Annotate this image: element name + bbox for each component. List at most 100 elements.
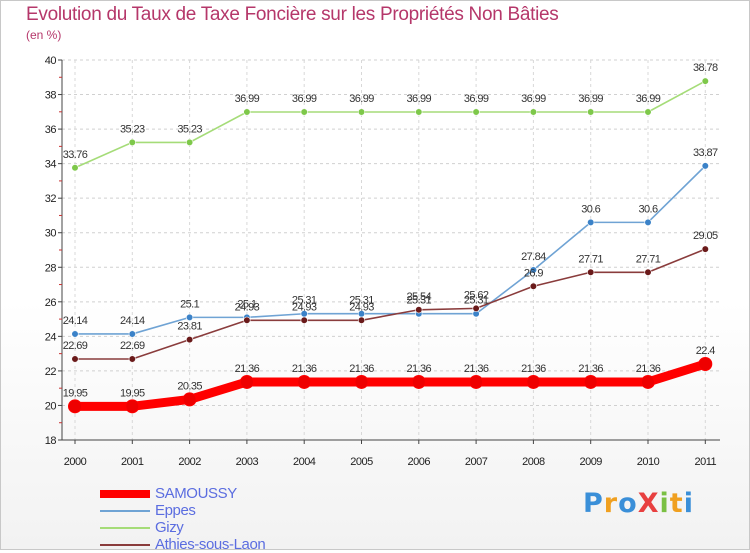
data-point: [128, 138, 136, 146]
y-tick-label: 22: [45, 366, 57, 378]
legend-swatch: [100, 490, 150, 498]
data-point: [243, 108, 251, 116]
data-label: 24.14: [120, 315, 145, 327]
data-point: [300, 108, 308, 116]
data-label: 36.99: [521, 93, 546, 105]
legend-swatch: [100, 510, 150, 512]
legend-label: SAMOUSSY: [155, 485, 237, 502]
data-point: [529, 282, 538, 290]
data-point: [583, 374, 598, 389]
y-tick-label: 36: [45, 124, 57, 136]
data-label: 21.36: [464, 363, 489, 375]
data-point: [529, 266, 538, 274]
data-point: [182, 392, 197, 407]
data-labels: 24.14 24.14 25.1 25.1 25.31 25.31 25.31 25.31 27…: [63, 147, 719, 327]
data-point: [357, 108, 366, 116]
data-label: 19.95: [63, 387, 88, 399]
legend-label: Athies-sous-Laon: [155, 536, 266, 553]
y-tick-label: 34: [45, 159, 57, 171]
data-label: 30.6: [581, 203, 600, 215]
data-point: [644, 268, 652, 276]
data-point: [71, 164, 79, 172]
data-label: 27.84: [521, 251, 546, 263]
data-label: 24.93: [292, 301, 317, 313]
data-label: 23.81: [177, 321, 202, 333]
data-label: 30.6: [638, 203, 657, 215]
data-labels: 33.76 35.23 35.23 36.99 36.99 36.99 36.99 36.99…: [63, 62, 719, 161]
data-label: 22.4: [696, 345, 715, 357]
data-label: 25.62: [464, 289, 489, 301]
data-point: [354, 374, 369, 389]
logo-letter: i: [659, 488, 670, 519]
x-tick-label: 2009: [579, 456, 602, 468]
logo-letter: t: [669, 488, 684, 519]
data-label: 25.31: [349, 295, 374, 307]
data-label: 36.99: [407, 93, 432, 105]
data-label: 33.87: [693, 147, 718, 159]
data-point: [125, 399, 140, 414]
data-label: 36.99: [292, 93, 317, 105]
y-tick-label: 20: [45, 400, 57, 412]
data-point: [128, 330, 136, 338]
data-label: 25.1: [180, 298, 199, 310]
data-label: 21.36: [578, 363, 603, 375]
data-point: [701, 245, 709, 253]
data-point: [186, 336, 194, 344]
legend-label: Eppes: [155, 502, 196, 519]
x-tick-label: 2011: [694, 456, 716, 468]
data-label: 19.95: [120, 387, 145, 399]
data-point: [297, 374, 312, 389]
data-point: [243, 316, 251, 324]
data-label: 36.99: [235, 93, 260, 105]
data-label: 20.35: [177, 380, 202, 392]
x-tick-label: 2007: [465, 456, 488, 468]
data-point: [644, 108, 652, 116]
x-tick-label: 2002: [178, 456, 201, 468]
series-athies-sous-laon: [71, 245, 709, 363]
data-point: [472, 304, 480, 312]
logo-letter: o: [618, 488, 638, 519]
data-point: [698, 357, 713, 371]
data-point: [472, 108, 480, 116]
data-point: [701, 77, 709, 85]
data-label: 36.99: [464, 93, 489, 105]
series-line: [74, 80, 706, 169]
data-point: [68, 399, 82, 414]
proxiti-logo: ProXiti: [583, 488, 694, 519]
legend-label: Gizy: [155, 519, 184, 536]
data-point: [71, 330, 79, 338]
y-tick-label: 32: [45, 193, 57, 205]
data-point: [587, 108, 595, 116]
logo-letter: i: [683, 488, 694, 519]
y-tick-label: 28: [45, 262, 57, 274]
data-label: 21.36: [349, 363, 374, 375]
data-label: 25.1: [237, 298, 256, 310]
data-label: 24.93: [235, 301, 260, 313]
data-label: 25.31: [292, 295, 317, 307]
data-label: 29.05: [693, 230, 718, 242]
data-label: 21.36: [292, 363, 317, 375]
chart-title: Evolution du Taux de Taxe Foncière sur l…: [26, 4, 559, 25]
data-label: 33.76: [63, 149, 88, 161]
data-point: [239, 374, 254, 389]
y-axis-unit-label: (en %): [26, 28, 62, 42]
logo-letter: P: [583, 488, 604, 519]
data-label: 27.71: [636, 253, 661, 265]
data-point: [71, 355, 79, 363]
x-tick-label: 2006: [408, 456, 431, 468]
data-label: 36.99: [349, 93, 374, 105]
y-tick-label: 18: [45, 435, 57, 447]
data-point: [357, 316, 366, 324]
series-eppes: [71, 162, 709, 338]
x-tick-label: 2004: [293, 456, 316, 468]
gridlines: [62, 59, 720, 440]
data-point: [186, 313, 194, 321]
data-point: [415, 108, 423, 116]
data-label: 22.69: [120, 340, 145, 352]
x-tick-label: 2000: [64, 456, 87, 468]
x-tick-label: 2001: [121, 456, 144, 468]
data-label: 35.23: [177, 123, 202, 135]
data-label: 24.93: [349, 301, 374, 313]
data-label: 25.31: [407, 295, 432, 307]
